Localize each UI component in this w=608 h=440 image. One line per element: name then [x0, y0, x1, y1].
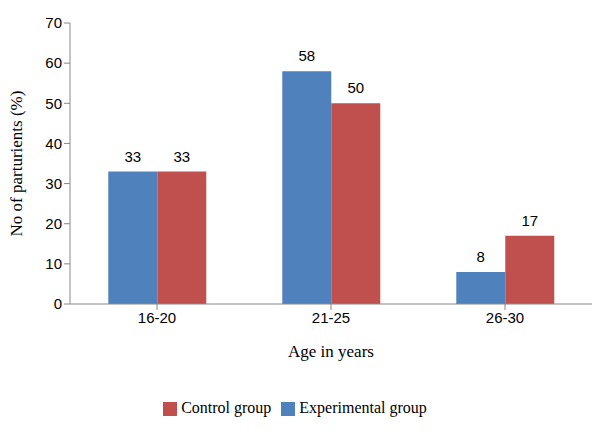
- svg-text:50: 50: [45, 95, 62, 112]
- svg-text:33: 33: [173, 148, 190, 165]
- svg-text:16-20: 16-20: [138, 309, 176, 326]
- svg-text:20: 20: [45, 215, 62, 232]
- svg-text:60: 60: [45, 54, 62, 71]
- svg-text:50: 50: [347, 79, 364, 96]
- svg-text:No of parturients (%): No of parturients (%): [8, 91, 26, 237]
- svg-text:58: 58: [298, 47, 315, 64]
- svg-text:30: 30: [45, 175, 62, 192]
- svg-text:33: 33: [124, 148, 141, 165]
- svg-text:70: 70: [45, 14, 62, 31]
- svg-text:Age in years: Age in years: [288, 342, 374, 361]
- svg-text:26-30: 26-30: [486, 309, 524, 326]
- svg-text:10: 10: [45, 255, 62, 272]
- svg-text:8: 8: [477, 248, 485, 265]
- svg-text:40: 40: [45, 135, 62, 152]
- html-text:Control group: Control group: [181, 399, 272, 416]
- html-text:Experimental group: Experimental group: [299, 399, 427, 416]
- svg-text:0: 0: [54, 295, 62, 312]
- svg-text:17: 17: [521, 212, 538, 229]
- svg-text:21-25: 21-25: [312, 309, 350, 326]
